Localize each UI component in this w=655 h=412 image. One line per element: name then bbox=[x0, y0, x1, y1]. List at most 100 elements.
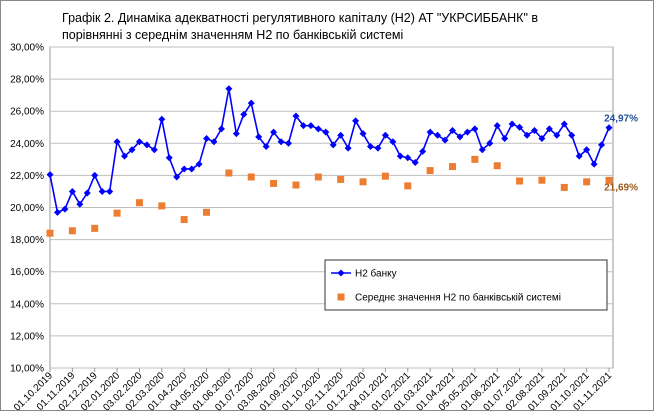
data-point bbox=[478, 146, 486, 154]
data-point bbox=[322, 128, 330, 136]
legend-marker bbox=[337, 269, 345, 277]
data-point bbox=[463, 128, 471, 136]
data-point bbox=[83, 189, 91, 197]
data-point bbox=[255, 133, 263, 141]
data-point bbox=[590, 160, 598, 168]
data-point bbox=[441, 136, 449, 144]
data-point bbox=[53, 208, 61, 216]
data-point bbox=[195, 160, 203, 168]
data-point bbox=[158, 115, 166, 123]
series-line bbox=[49, 88, 610, 214]
data-point bbox=[366, 143, 374, 151]
data-point bbox=[307, 122, 315, 130]
data-point bbox=[91, 171, 99, 179]
data-point bbox=[270, 179, 278, 187]
y-tick-label: 28,00% bbox=[10, 75, 44, 86]
data-point bbox=[560, 120, 568, 128]
data-point bbox=[448, 126, 456, 134]
data-point bbox=[426, 128, 434, 136]
data-point bbox=[583, 146, 591, 154]
data-point bbox=[538, 134, 546, 142]
chart-title: Графік 2. Динаміка адекватності регуляти… bbox=[62, 11, 538, 25]
data-point bbox=[135, 199, 143, 207]
data-point bbox=[516, 123, 524, 131]
data-point bbox=[98, 187, 106, 195]
data-point bbox=[411, 159, 419, 167]
data-point bbox=[158, 202, 166, 210]
data-point bbox=[106, 187, 114, 195]
data-point bbox=[299, 122, 307, 130]
y-tick-label: 14,00% bbox=[10, 299, 44, 310]
data-point bbox=[61, 205, 69, 213]
data-point bbox=[314, 125, 322, 133]
data-point bbox=[270, 128, 278, 136]
y-tick-label: 18,00% bbox=[10, 235, 44, 246]
legend-box bbox=[324, 259, 608, 311]
data-point bbox=[285, 139, 293, 147]
data-point bbox=[374, 144, 382, 152]
data-point bbox=[501, 134, 509, 142]
data-label: 21,69% bbox=[604, 182, 638, 193]
data-point bbox=[471, 155, 479, 163]
data-point bbox=[337, 131, 345, 139]
data-point bbox=[471, 125, 479, 133]
data-point bbox=[329, 141, 337, 149]
data-point bbox=[203, 208, 211, 216]
data-point bbox=[560, 183, 568, 191]
data-point bbox=[508, 120, 516, 128]
data-point bbox=[434, 131, 442, 139]
data-point bbox=[173, 173, 181, 181]
data-point bbox=[203, 134, 211, 142]
data-point bbox=[180, 165, 188, 173]
data-point bbox=[143, 141, 151, 149]
data-point bbox=[180, 216, 188, 224]
data-point bbox=[545, 125, 553, 133]
y-tick-label: 12,00% bbox=[10, 331, 44, 342]
data-point bbox=[292, 181, 300, 189]
data-point bbox=[150, 146, 158, 154]
data-point bbox=[583, 178, 591, 186]
y-tick-label: 26,00% bbox=[10, 107, 44, 118]
data-point bbox=[225, 85, 233, 93]
data-point bbox=[225, 169, 233, 177]
data-point bbox=[516, 177, 524, 185]
data-point bbox=[210, 138, 218, 146]
data-point bbox=[568, 131, 576, 139]
chart-title: порівнянні з середнім значенням Н2 по ба… bbox=[62, 28, 403, 42]
data-point bbox=[530, 126, 538, 134]
data-point bbox=[68, 227, 76, 235]
data-point bbox=[337, 175, 345, 183]
data-point bbox=[128, 146, 136, 154]
data-point bbox=[486, 139, 494, 147]
data-point bbox=[605, 176, 613, 184]
data-point bbox=[359, 130, 367, 138]
data-point bbox=[456, 133, 464, 141]
y-tick-label: 22,00% bbox=[10, 171, 44, 182]
data-point bbox=[121, 152, 129, 160]
data-point bbox=[188, 165, 196, 173]
data-point bbox=[381, 172, 389, 180]
data-point bbox=[575, 152, 583, 160]
data-point bbox=[419, 147, 427, 155]
data-point bbox=[523, 131, 531, 139]
y-tick-label: 24,00% bbox=[10, 139, 44, 150]
data-point bbox=[344, 144, 352, 152]
y-tick-label: 30,00% bbox=[10, 43, 44, 54]
y-tick-label: 16,00% bbox=[10, 267, 44, 278]
data-point bbox=[598, 141, 606, 149]
data-point bbox=[493, 162, 501, 170]
data-point bbox=[113, 138, 121, 146]
y-tick-label: 20,00% bbox=[10, 203, 44, 214]
data-point bbox=[232, 130, 240, 138]
data-point bbox=[404, 154, 412, 162]
data-point bbox=[381, 131, 389, 139]
data-point bbox=[448, 163, 456, 171]
data-point bbox=[352, 117, 360, 125]
y-tick-label: 10,00% bbox=[10, 364, 44, 375]
data-point bbox=[605, 124, 613, 132]
data-point bbox=[247, 99, 255, 107]
data-point bbox=[68, 187, 76, 195]
data-point bbox=[262, 143, 270, 151]
data-point bbox=[493, 122, 501, 130]
data-point bbox=[113, 209, 121, 217]
